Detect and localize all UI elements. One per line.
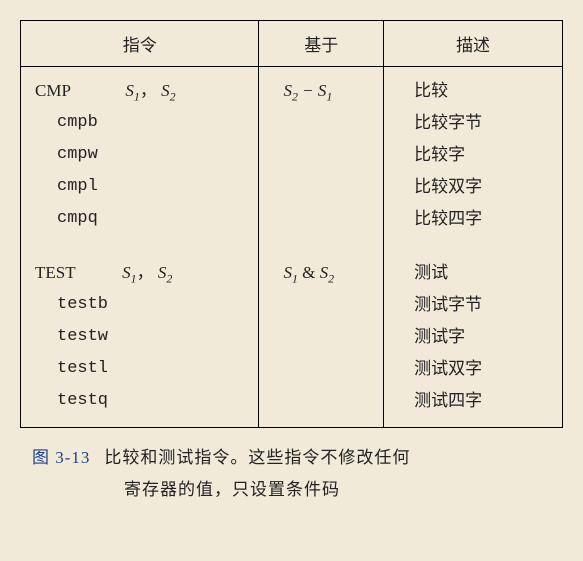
figure-caption: 图 3-13 比较和测试指令。这些指令不修改任何 寄存器的值，只设置条件码 <box>20 442 563 507</box>
cmp-effect: S2 − S1 <box>283 75 369 107</box>
test-arg1: S1 <box>122 263 136 282</box>
desc-cmpb: 比较字节 <box>414 107 548 139</box>
desc-test: 测试 <box>414 257 548 289</box>
desc-cmpw: 比较字 <box>414 139 548 171</box>
row-cmpb: cmpb <box>35 107 244 139</box>
caption-line1: 比较和测试指令。这些指令不修改任何 <box>104 448 410 467</box>
cell-based-on: S2 − S1 S1 & S2 <box>259 67 384 428</box>
test-sep: ， <box>137 263 154 282</box>
figure-label: 图 3-13 <box>32 448 90 467</box>
row-cmpq: cmpq <box>35 203 244 235</box>
desc-testq: 测试四字 <box>414 385 548 417</box>
cmp-mnemonic: CMP <box>35 81 71 100</box>
cmp-sep: ， <box>140 81 157 100</box>
row-testb: testb <box>35 289 244 321</box>
header-based-on: 基于 <box>259 21 384 67</box>
desc-testb: 测试字节 <box>414 289 548 321</box>
caption-line2: 寄存器的值，只设置条件码 <box>32 474 340 506</box>
instruction-table: 指令 基于 描述 CMP S1， S2 cmpb cmpw cmpl <box>20 20 563 428</box>
desc-testl: 测试双字 <box>414 353 548 385</box>
table-body-row: CMP S1， S2 cmpb cmpw cmpl cmpq TEST S1， … <box>21 67 563 428</box>
row-testl: testl <box>35 353 244 385</box>
row-test: TEST S1， S2 <box>35 257 244 289</box>
row-cmp: CMP S1， S2 <box>35 75 244 107</box>
cell-instruction: CMP S1， S2 cmpb cmpw cmpl cmpq TEST S1， … <box>21 67 259 428</box>
table-header-row: 指令 基于 描述 <box>21 21 563 67</box>
row-cmpl: cmpl <box>35 171 244 203</box>
cmp-arg2: S2 <box>161 81 175 100</box>
page: 指令 基于 描述 CMP S1， S2 cmpb cmpw cmpl <box>20 20 563 507</box>
cell-description: 比较 比较字节 比较字 比较双字 比较四字 测试 测试字节 测试字 测试双字 测… <box>384 67 563 428</box>
row-testw: testw <box>35 321 244 353</box>
desc-cmpq: 比较四字 <box>414 203 548 235</box>
test-arg2: S2 <box>158 263 172 282</box>
desc-cmpl: 比较双字 <box>414 171 548 203</box>
header-instruction: 指令 <box>21 21 259 67</box>
row-cmpw: cmpw <box>35 139 244 171</box>
row-testq: testq <box>35 385 244 417</box>
test-mnemonic: TEST <box>35 263 76 282</box>
test-effect: S1 & S2 <box>283 257 369 289</box>
header-description: 描述 <box>384 21 563 67</box>
desc-testw: 测试字 <box>414 321 548 353</box>
cmp-arg1: S1 <box>125 81 139 100</box>
desc-cmp: 比较 <box>414 75 548 107</box>
